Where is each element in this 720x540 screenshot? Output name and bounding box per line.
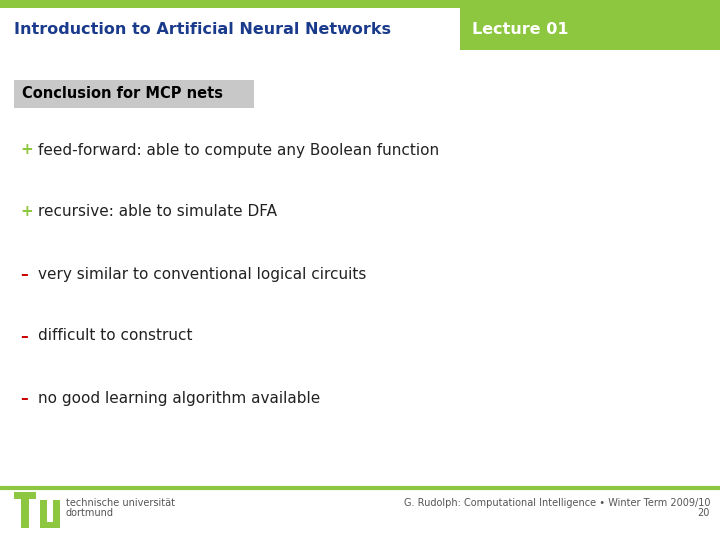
Text: Lecture 01: Lecture 01 — [472, 22, 569, 37]
Text: –: – — [20, 328, 28, 343]
Text: difficult to construct: difficult to construct — [38, 328, 192, 343]
Bar — [14, 80, 254, 108]
Text: recursive: able to simulate DFA: recursive: able to simulate DFA — [38, 205, 277, 219]
Text: –: – — [20, 390, 28, 406]
Text: technische universität: technische universität — [66, 498, 175, 508]
Text: 20: 20 — [698, 508, 710, 518]
Text: feed-forward: able to compute any Boolean function: feed-forward: able to compute any Boolea… — [38, 143, 439, 158]
Text: Conclusion for MCP nets: Conclusion for MCP nets — [22, 86, 223, 102]
Bar — [21, 492, 29, 528]
Text: +: + — [20, 205, 32, 219]
Bar — [40, 522, 60, 528]
Text: Introduction to Artificial Neural Networks: Introduction to Artificial Neural Networ… — [14, 22, 391, 37]
Bar — [0, 8, 460, 50]
Bar — [14, 492, 36, 499]
Bar — [40, 500, 47, 528]
Bar — [53, 500, 60, 528]
Text: no good learning algorithm available: no good learning algorithm available — [38, 390, 320, 406]
Text: –: – — [20, 267, 28, 281]
Text: +: + — [20, 143, 32, 158]
Text: G. Rudolph: Computational Intelligence • Winter Term 2009/10: G. Rudolph: Computational Intelligence •… — [403, 498, 710, 508]
Bar — [0, 0, 720, 8]
Text: dortmund: dortmund — [66, 508, 114, 518]
Text: very similar to conventional logical circuits: very similar to conventional logical cir… — [38, 267, 366, 281]
Bar — [460, 8, 720, 50]
